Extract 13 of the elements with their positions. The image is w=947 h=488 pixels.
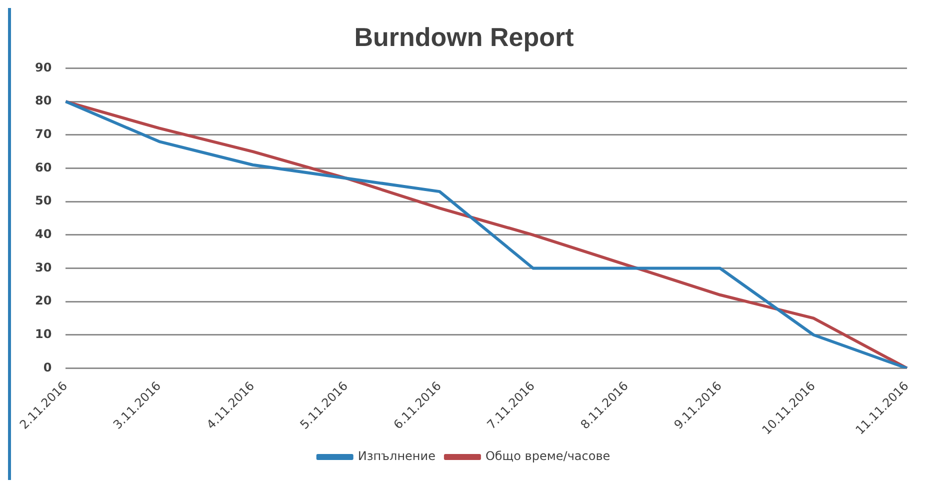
legend-label: Общо време/часове bbox=[485, 449, 610, 464]
y-tick-label: 10 bbox=[34, 327, 52, 342]
y-tick-label: 90 bbox=[34, 60, 52, 74]
y-tick-label: 20 bbox=[34, 294, 52, 308]
y-tick-label: 40 bbox=[34, 227, 52, 242]
chart-title: Burndown Report bbox=[354, 22, 574, 52]
y-tick-label: 50 bbox=[34, 194, 52, 208]
y-tick-label: 60 bbox=[34, 160, 52, 174]
y-tick-label: 70 bbox=[34, 127, 52, 141]
y-tick-label: 80 bbox=[34, 94, 52, 108]
y-tick-label: 30 bbox=[34, 260, 52, 274]
y-tick-label: 0 bbox=[43, 360, 52, 374]
legend-label: Изпълнение bbox=[358, 449, 436, 464]
